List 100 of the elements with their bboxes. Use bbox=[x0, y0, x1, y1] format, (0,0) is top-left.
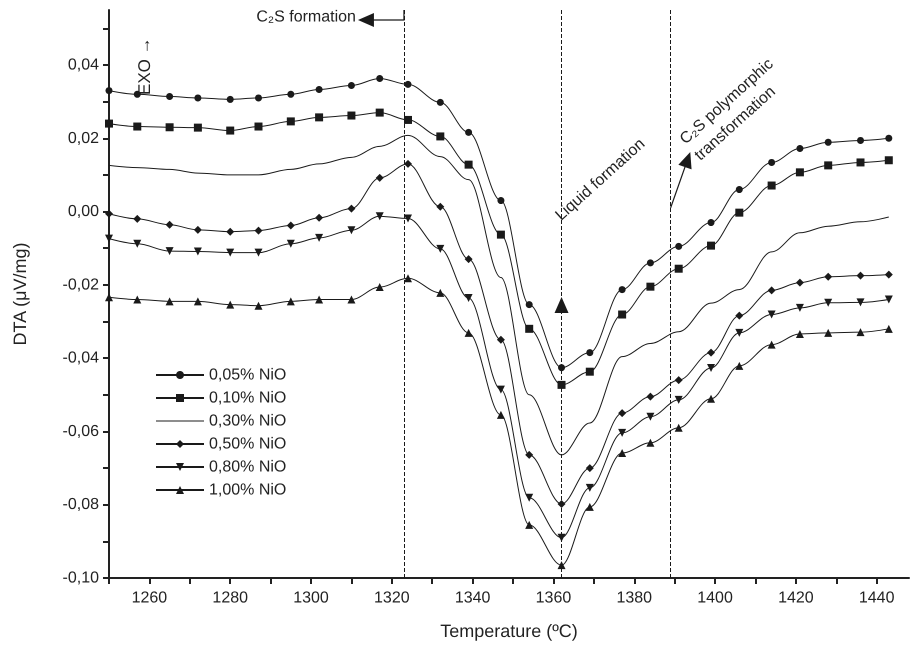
point bbox=[525, 520, 534, 529]
y-tick-label: 0,02 bbox=[68, 130, 100, 147]
y-tick-label: -0,06 bbox=[62, 422, 100, 440]
point bbox=[768, 310, 776, 319]
point bbox=[675, 242, 682, 250]
point bbox=[824, 138, 832, 146]
point bbox=[286, 117, 295, 126]
point bbox=[465, 128, 472, 136]
point bbox=[105, 210, 113, 218]
point bbox=[347, 226, 356, 234]
point bbox=[618, 286, 626, 294]
point bbox=[254, 122, 262, 131]
point bbox=[735, 362, 744, 370]
point bbox=[646, 438, 654, 447]
point bbox=[558, 380, 566, 389]
point bbox=[348, 82, 355, 89]
x-tick-label: 1300 bbox=[293, 590, 329, 606]
point bbox=[105, 234, 113, 243]
point bbox=[166, 123, 174, 132]
x-tick-label: 1440 bbox=[858, 590, 895, 606]
point bbox=[586, 484, 594, 492]
point bbox=[376, 75, 384, 82]
point bbox=[166, 92, 174, 100]
point bbox=[436, 132, 444, 140]
point bbox=[255, 94, 262, 102]
point bbox=[674, 264, 683, 273]
x-tick-label: 1400 bbox=[697, 590, 733, 606]
point bbox=[226, 96, 234, 103]
point bbox=[166, 247, 174, 256]
point bbox=[464, 294, 473, 302]
point bbox=[315, 295, 324, 304]
point bbox=[796, 145, 804, 152]
x-tick-label: 1340 bbox=[454, 590, 491, 606]
point bbox=[194, 94, 202, 102]
point bbox=[707, 242, 716, 250]
x-tick-label: 1380 bbox=[616, 590, 652, 606]
point bbox=[315, 214, 324, 222]
point bbox=[226, 300, 234, 309]
legend-label: 0,10% NiO bbox=[209, 390, 286, 406]
point bbox=[194, 124, 202, 132]
point bbox=[105, 120, 113, 128]
point bbox=[768, 182, 776, 190]
point bbox=[105, 293, 113, 302]
point bbox=[347, 204, 356, 213]
point bbox=[133, 122, 142, 131]
point bbox=[254, 302, 262, 310]
point bbox=[856, 298, 865, 306]
point bbox=[496, 230, 505, 239]
point bbox=[133, 214, 142, 223]
point bbox=[824, 272, 832, 281]
point bbox=[404, 80, 412, 88]
point bbox=[376, 212, 384, 220]
point bbox=[618, 310, 626, 319]
x-tick-label: 1280 bbox=[212, 590, 248, 606]
legend-label: 0,50% NiO bbox=[209, 436, 286, 452]
legend-label: 0,30% NiO bbox=[209, 412, 286, 430]
point bbox=[796, 168, 804, 176]
point bbox=[824, 298, 832, 307]
legend-label: 1,00% NiO bbox=[209, 482, 286, 498]
point bbox=[646, 259, 654, 266]
point bbox=[347, 295, 356, 304]
point bbox=[315, 234, 324, 242]
point bbox=[497, 197, 504, 204]
point bbox=[376, 108, 384, 117]
point bbox=[404, 116, 412, 124]
point bbox=[436, 244, 444, 253]
point bbox=[674, 396, 683, 404]
point bbox=[707, 394, 716, 403]
ref-line-label: C₂S formation bbox=[256, 8, 356, 26]
point bbox=[254, 248, 262, 257]
point bbox=[286, 240, 295, 248]
point bbox=[646, 412, 654, 421]
point bbox=[586, 368, 594, 376]
point bbox=[735, 328, 744, 337]
point bbox=[226, 126, 234, 135]
point bbox=[708, 219, 715, 226]
point bbox=[674, 424, 683, 432]
point bbox=[707, 364, 716, 372]
y-tick-label: 0,04 bbox=[68, 56, 100, 74]
point bbox=[735, 208, 744, 217]
point bbox=[436, 98, 444, 106]
point bbox=[525, 324, 534, 333]
point bbox=[315, 113, 324, 122]
y-axis-title: DTA (μV/mg) bbox=[10, 242, 30, 346]
point bbox=[496, 386, 505, 394]
x-tick-label: 1320 bbox=[374, 590, 410, 606]
x-tick-label: 1260 bbox=[132, 590, 168, 606]
point bbox=[194, 247, 202, 256]
point bbox=[618, 409, 626, 418]
point bbox=[496, 410, 505, 419]
point bbox=[856, 272, 865, 280]
point bbox=[166, 297, 174, 306]
point bbox=[404, 160, 412, 168]
point bbox=[674, 376, 683, 384]
point bbox=[824, 161, 832, 170]
point bbox=[464, 328, 473, 337]
point bbox=[856, 328, 865, 336]
point bbox=[226, 248, 234, 257]
annotation: EXO → bbox=[135, 37, 154, 95]
point bbox=[884, 270, 893, 279]
